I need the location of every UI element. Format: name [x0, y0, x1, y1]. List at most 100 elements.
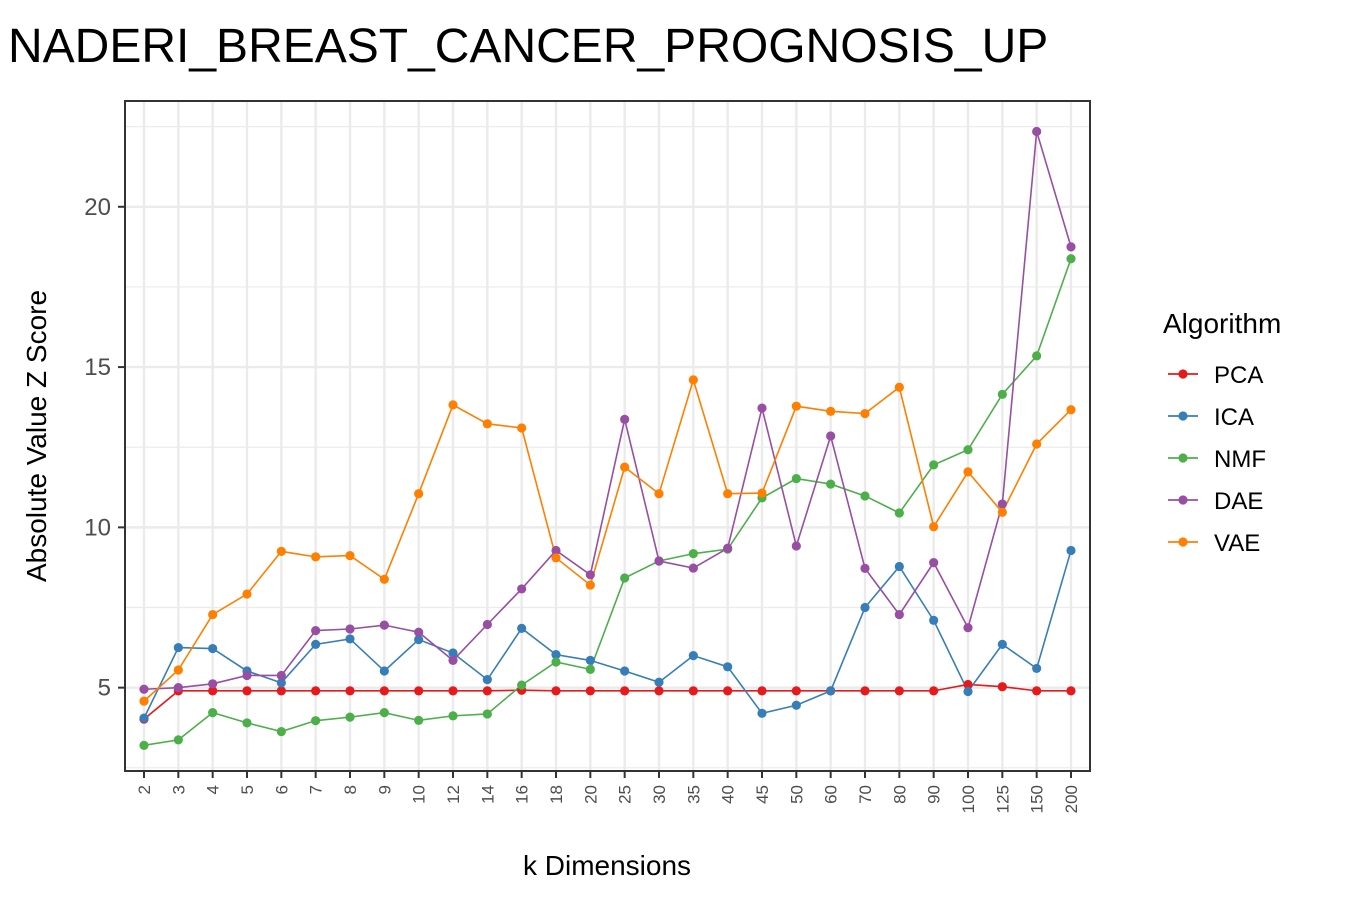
- y-tick-label: 10: [84, 514, 111, 541]
- series-line-dae: [143, 131, 1072, 691]
- data-point-pca: [448, 686, 458, 696]
- data-point-ica: [723, 662, 733, 672]
- x-tick-label: 40: [719, 785, 738, 804]
- x-tick-label: 25: [616, 785, 635, 804]
- data-point-vae: [963, 467, 973, 477]
- legend: Algorithm PCA ICA NMF DAE VAE: [1163, 308, 1281, 557]
- data-point-vae: [173, 665, 183, 675]
- data-point-nmf: [929, 460, 939, 470]
- series-points: [139, 126, 1076, 750]
- data-point-vae: [517, 423, 527, 433]
- data-point-nmf: [379, 708, 389, 718]
- data-point-nmf: [963, 445, 973, 455]
- data-point-nmf: [173, 735, 183, 745]
- data-point-ica: [997, 639, 1007, 649]
- data-point-pca: [723, 686, 733, 696]
- data-point-ica: [311, 639, 321, 649]
- data-point-ica: [551, 650, 561, 660]
- data-point-dae: [929, 558, 939, 568]
- data-point-ica: [517, 623, 527, 633]
- data-point-ica: [1032, 663, 1042, 674]
- data-point-vae: [208, 609, 218, 620]
- data-point-pca: [482, 686, 492, 696]
- data-point-pca: [414, 686, 424, 696]
- data-point-nmf: [517, 680, 527, 690]
- data-point-dae: [242, 670, 252, 681]
- data-point-ica: [1066, 545, 1076, 556]
- data-point-vae: [414, 489, 424, 499]
- data-point-vae: [345, 550, 355, 561]
- data-point-dae: [208, 679, 218, 689]
- data-point-pca: [963, 679, 973, 690]
- data-point-dae: [517, 584, 527, 594]
- data-point-dae: [723, 543, 733, 553]
- x-tick-label: 20: [581, 785, 600, 804]
- legend-marker-vae: [1178, 537, 1188, 547]
- data-point-nmf: [997, 389, 1007, 399]
- data-point-vae: [139, 696, 149, 706]
- legend-marker-pca: [1178, 369, 1188, 379]
- data-point-dae: [620, 414, 630, 424]
- x-tick-label: 12: [444, 785, 463, 804]
- data-point-dae: [1066, 242, 1076, 252]
- y-tick-label: 20: [84, 194, 111, 221]
- legend-label-pca: PCA: [1214, 362, 1263, 389]
- plot-panel-border: [124, 100, 1091, 772]
- legend-title: Algorithm: [1163, 308, 1281, 339]
- data-point-pca: [242, 686, 252, 696]
- data-point-nmf: [1066, 254, 1076, 264]
- data-point-ica: [860, 602, 870, 613]
- x-tick-label: 70: [856, 785, 875, 804]
- data-point-dae: [311, 625, 321, 636]
- series-line-pca: [143, 683, 1071, 720]
- series-lines: [143, 131, 1072, 747]
- x-tick-label: 100: [959, 785, 978, 813]
- data-point-ica: [757, 708, 767, 718]
- data-point-ica: [929, 615, 939, 625]
- data-point-dae: [448, 655, 458, 666]
- data-point-nmf: [414, 715, 424, 725]
- data-point-ica: [208, 643, 218, 654]
- data-point-dae: [585, 570, 595, 580]
- x-tick-label: 30: [650, 785, 669, 804]
- data-point-dae: [997, 499, 1007, 509]
- x-tick-label: 5: [238, 785, 257, 794]
- data-point-vae: [620, 462, 630, 472]
- legend-label-dae: DAE: [1214, 488, 1263, 515]
- data-point-ica: [585, 655, 595, 666]
- data-point-nmf: [826, 479, 836, 489]
- data-point-nmf: [242, 718, 252, 728]
- data-point-vae: [551, 553, 561, 563]
- x-tick-label: 10: [410, 785, 429, 804]
- series-line-vae: [143, 377, 1072, 702]
- data-point-pca: [620, 686, 630, 696]
- data-point-nmf: [345, 712, 355, 722]
- data-point-dae: [1032, 126, 1042, 137]
- data-point-dae: [345, 624, 355, 634]
- x-tick-label: 3: [169, 785, 188, 794]
- data-point-nmf: [1032, 351, 1042, 361]
- data-point-ica: [620, 666, 630, 676]
- y-axis-title: Absolute Value Z Score: [21, 290, 52, 582]
- data-point-dae: [860, 563, 870, 573]
- x-tick-label: 8: [341, 785, 360, 794]
- data-point-pca: [688, 686, 698, 696]
- legend-marker-dae: [1178, 495, 1188, 505]
- data-point-ica: [448, 648, 458, 658]
- data-point-nmf: [139, 740, 149, 750]
- data-point-pca: [311, 686, 321, 696]
- data-point-vae: [585, 580, 595, 590]
- data-point-pca: [894, 686, 904, 696]
- x-tick-label: 200: [1062, 785, 1081, 813]
- data-point-nmf: [620, 573, 630, 583]
- data-point-dae: [276, 670, 286, 681]
- data-point-nmf: [585, 664, 595, 674]
- x-tick-label: 6: [272, 785, 291, 794]
- x-axis-title: k Dimensions: [523, 850, 691, 881]
- x-tick-label: 50: [787, 785, 806, 804]
- data-point-ica: [894, 561, 904, 572]
- data-point-nmf: [208, 708, 218, 718]
- x-tick-label: 125: [993, 785, 1012, 813]
- data-point-ica: [482, 675, 492, 685]
